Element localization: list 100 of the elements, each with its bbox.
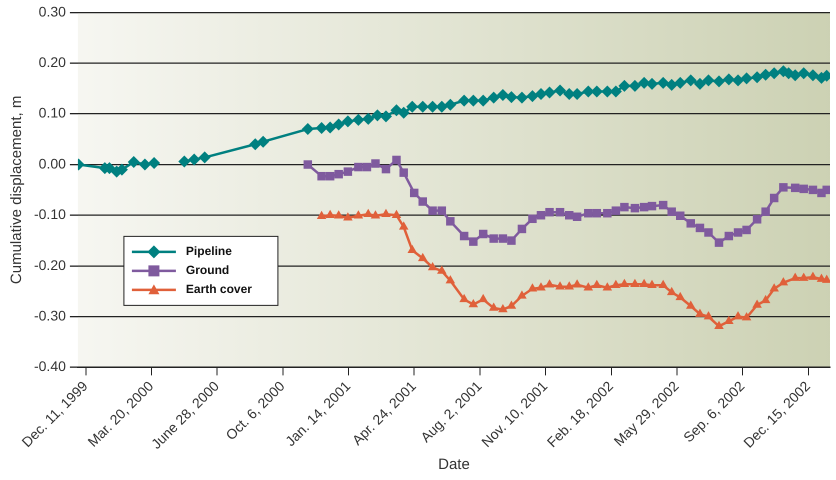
point [371,159,380,168]
point [459,294,469,302]
point [611,280,621,288]
point [489,234,498,243]
point [779,183,788,192]
point [658,200,668,210]
point [407,244,418,253]
point [536,282,546,291]
x-axis-title: Date [438,456,470,474]
point [798,272,808,281]
point [564,210,574,220]
point [392,156,401,164]
point [478,230,488,238]
point [790,272,800,281]
point [808,272,818,280]
point [428,262,438,270]
y-axis-title: Cumulative displacement, m [8,96,26,284]
point [418,197,427,206]
point [536,210,546,220]
point [724,232,734,240]
point [556,208,564,216]
point [460,232,468,240]
point [761,207,770,216]
point [686,300,696,309]
point [808,186,818,194]
point [304,160,312,169]
point [507,236,516,245]
point [572,279,582,288]
point [325,210,335,218]
point [334,170,343,178]
point [392,210,402,218]
point [326,172,334,180]
point [760,294,770,304]
y-tick-label: -0.10 [34,206,66,222]
point [675,292,685,300]
point [428,206,437,215]
point [344,167,352,176]
point [667,207,676,216]
point [639,278,649,287]
point [752,215,762,224]
point [564,281,574,290]
point [620,278,630,287]
point [603,208,612,218]
y-tick-label: -0.30 [34,308,66,324]
y-tick-label: -0.20 [34,256,66,273]
point [334,210,344,218]
point [790,184,800,192]
point [354,162,363,172]
point [446,275,456,284]
point [438,206,446,215]
point [769,283,779,292]
point [742,226,751,234]
point [676,212,684,220]
point [714,238,724,247]
point [478,294,488,302]
point [770,194,778,202]
point [354,210,364,218]
point [592,280,602,288]
point [734,228,742,237]
point [630,278,640,287]
point [317,172,326,180]
point [647,280,657,288]
point [752,299,762,308]
point [778,277,788,286]
point [398,221,408,230]
point [584,282,594,291]
point [528,283,538,292]
point [399,168,408,177]
point [630,204,640,212]
point [528,214,537,224]
point [696,224,704,232]
legend-label: Pipeline [186,244,232,258]
point [517,290,527,299]
point [822,186,830,194]
point [468,298,478,308]
y-tick-label: -0.40 [34,358,66,374]
point [370,210,380,218]
point [648,202,656,210]
point [704,311,714,320]
y-tick-label: 0.20 [38,54,66,70]
point [555,281,565,290]
point [695,308,705,317]
point [498,234,508,243]
point [518,224,526,234]
point [724,316,734,324]
y-tick-label: 0.30 [38,3,66,20]
point [714,320,724,330]
point [640,202,648,212]
point [382,164,390,174]
point [602,282,612,291]
point [418,252,428,262]
point [469,237,478,246]
legend-label: Earth cover [186,282,252,296]
point [612,206,620,215]
point [592,208,602,218]
point [316,210,326,220]
point [506,300,516,309]
point [686,219,695,228]
point [363,208,373,217]
y-tick-label: 0.10 [38,104,66,121]
